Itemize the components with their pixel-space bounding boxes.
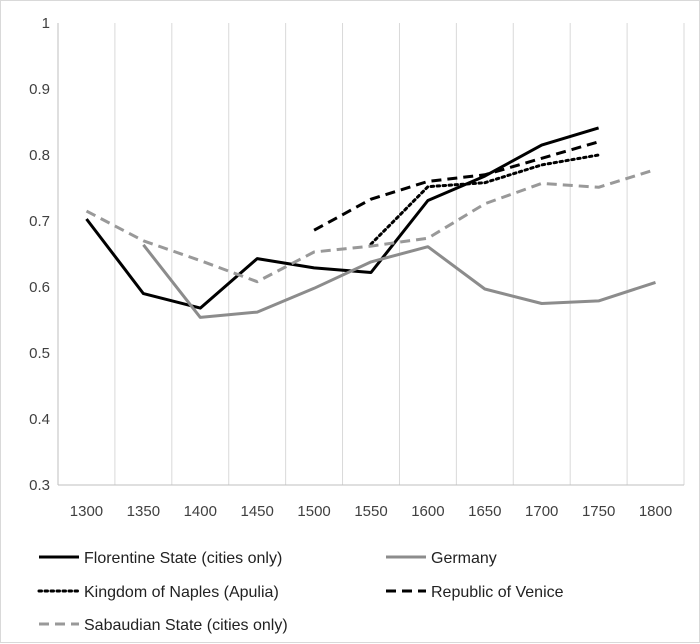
legend-label: Germany — [431, 550, 497, 567]
y-tick-label: 0.3 — [29, 477, 50, 494]
legend-label: Republic of Venice — [431, 584, 564, 601]
series-line-5 — [85, 168, 656, 284]
x-tick-label: 1800 — [639, 503, 672, 520]
series-line-2 — [142, 243, 656, 319]
x-tick-label: 1650 — [468, 503, 501, 520]
legend-label: Sabaudian State (cities only) — [84, 617, 288, 634]
y-tick-label: 0.8 — [29, 147, 50, 164]
x-tick-label: 1400 — [184, 503, 217, 520]
legend-label: Kingdom of Naples (Apulia) — [84, 584, 279, 601]
y-tick-label: 0.6 — [29, 279, 50, 296]
x-tick-label: 1700 — [525, 503, 558, 520]
x-tick-label: 1750 — [582, 503, 615, 520]
series-line-1 — [85, 126, 600, 310]
x-tick-label: 1500 — [297, 503, 330, 520]
y-tick-label: 0.5 — [29, 345, 50, 362]
series-line-4 — [313, 140, 600, 232]
x-tick-label: 1450 — [240, 503, 273, 520]
y-tick-label: 0.7 — [29, 213, 50, 230]
x-tick-label: 1600 — [411, 503, 444, 520]
series-line-3 — [369, 153, 601, 246]
x-tick-label: 1550 — [354, 503, 387, 520]
x-tick-label: 1350 — [127, 503, 160, 520]
x-tick-label: 1300 — [70, 503, 103, 520]
legend-label: Florentine State (cities only) — [84, 550, 282, 567]
y-tick-label: 0.9 — [29, 81, 50, 98]
y-tick-label: 0.4 — [29, 411, 50, 428]
y-tick-label: 1 — [42, 15, 50, 32]
